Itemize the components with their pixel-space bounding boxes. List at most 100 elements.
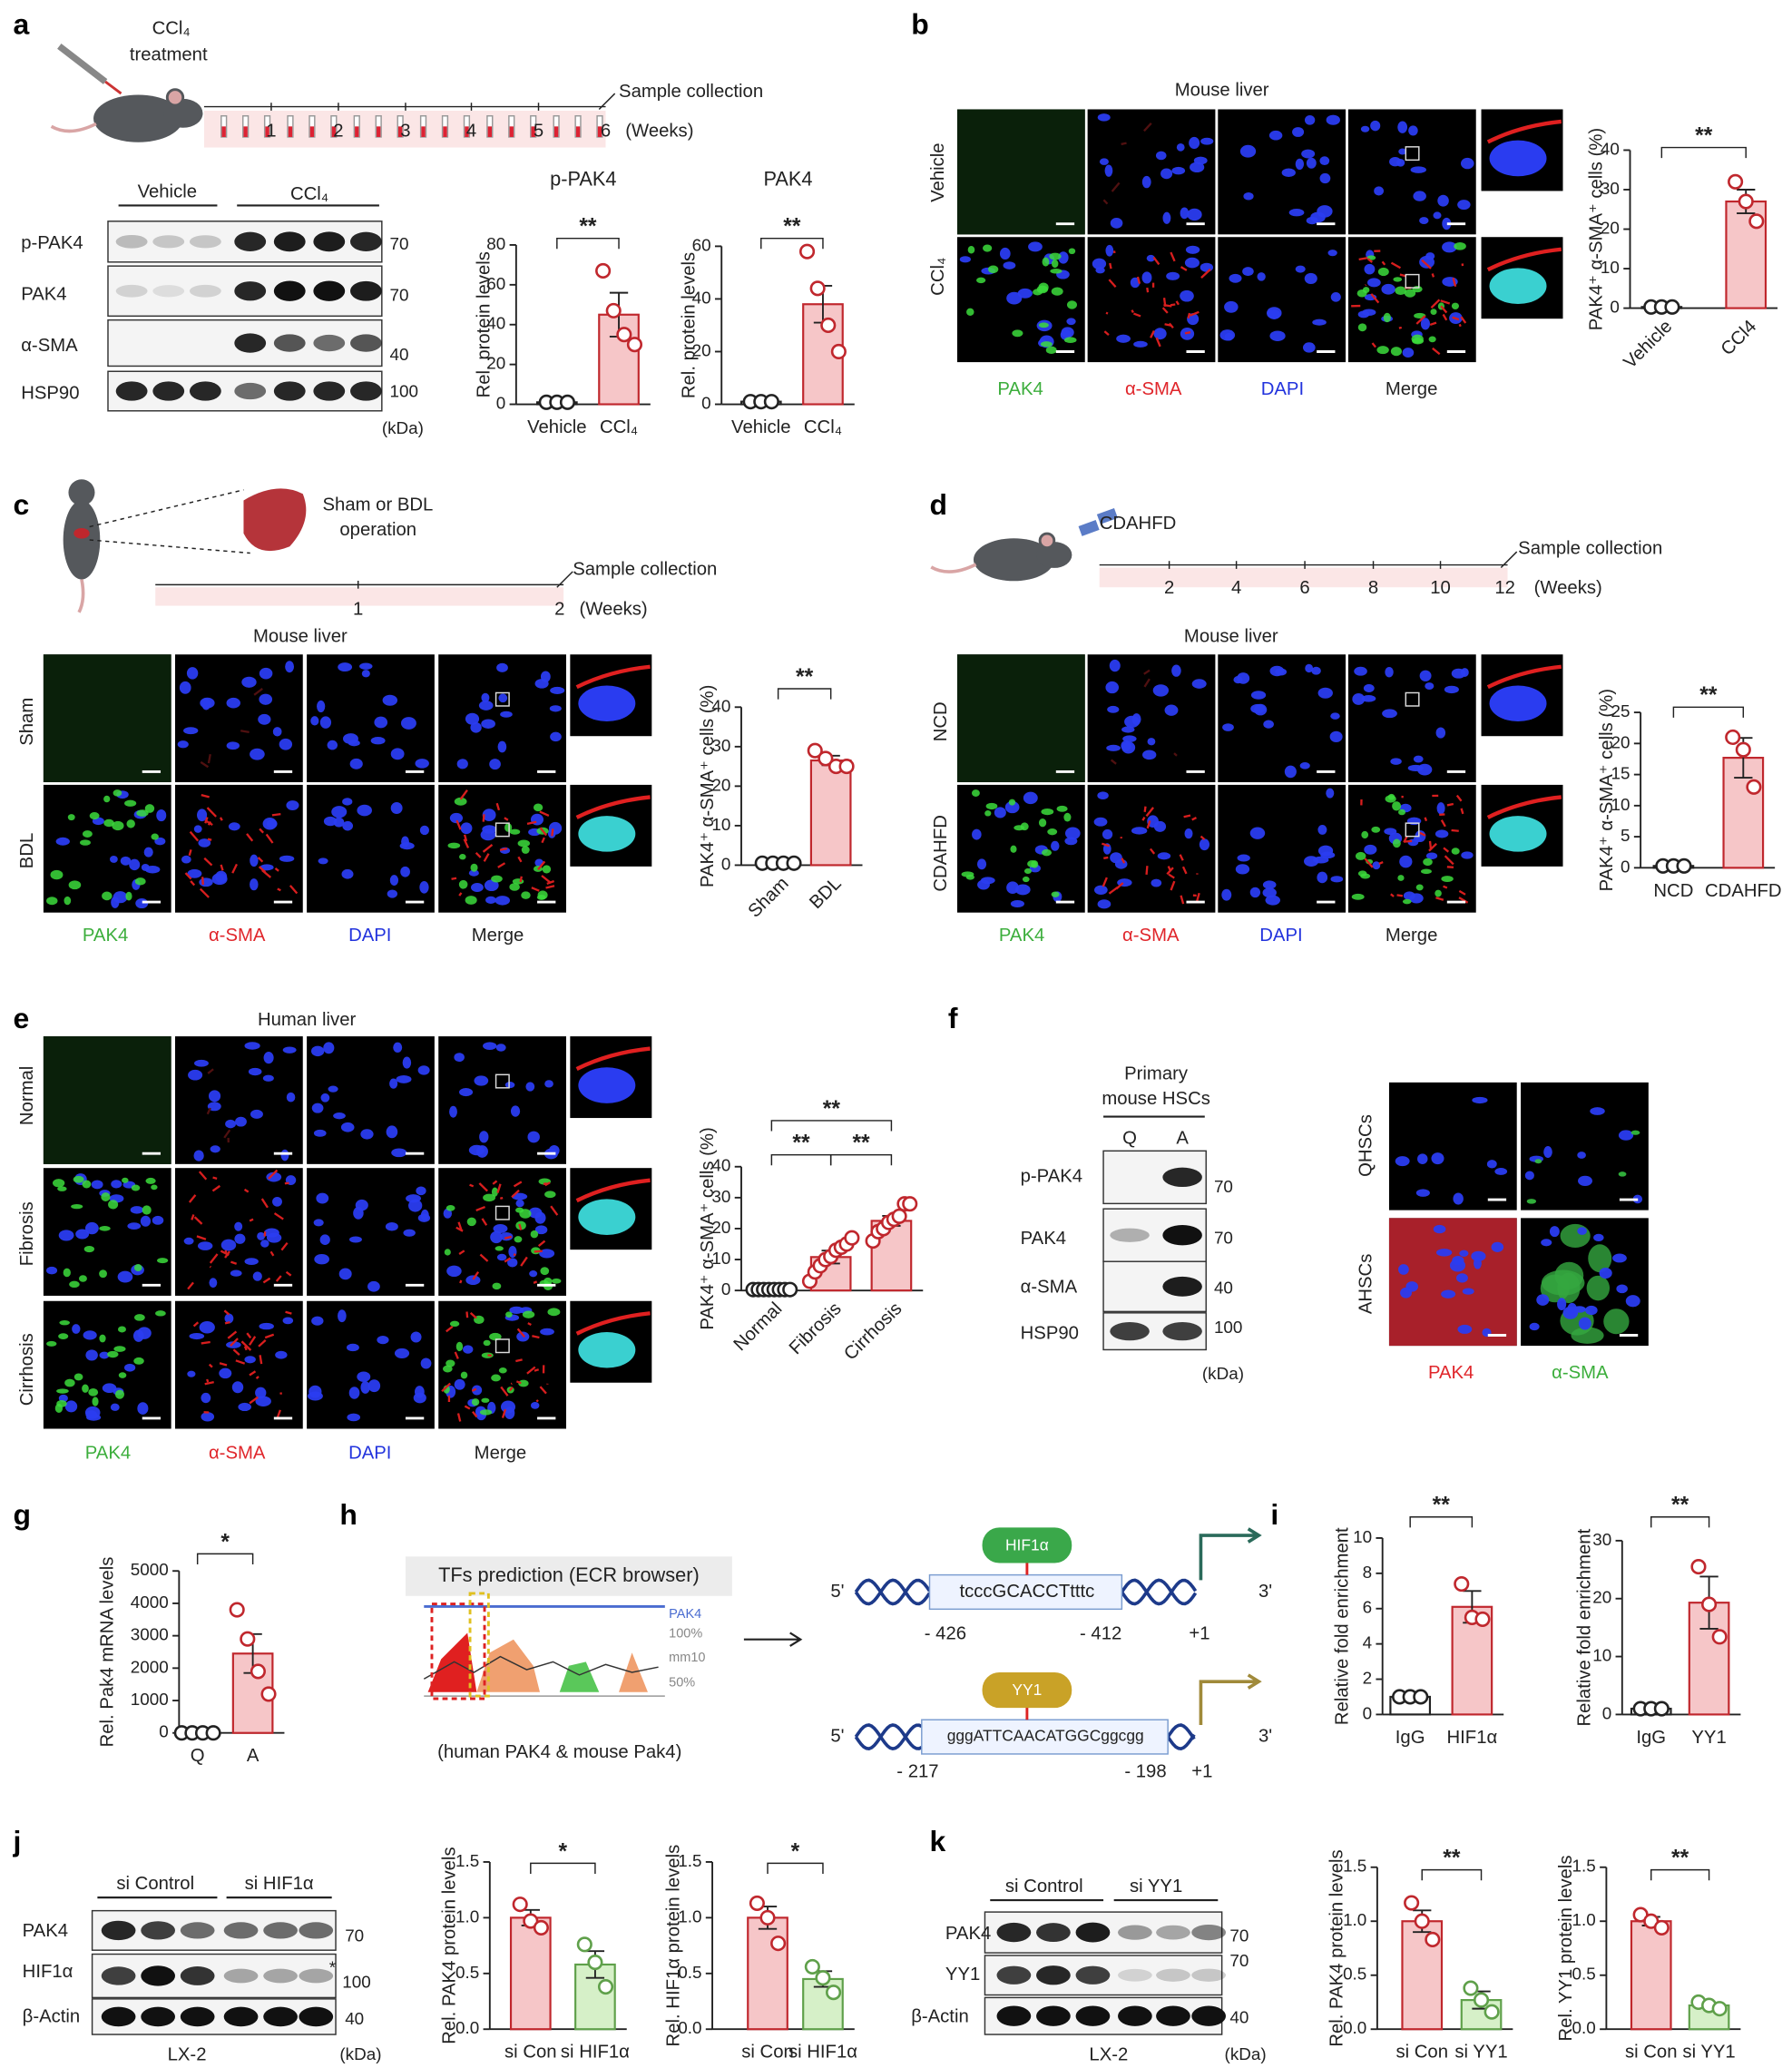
stain	[99, 1226, 110, 1231]
y-axis-label: Rel. HIF1α protein levels	[663, 1845, 683, 2047]
label: mouse HSCs	[1102, 1089, 1210, 1109]
stain	[260, 1240, 269, 1247]
stain	[1296, 159, 1304, 170]
stain	[1461, 851, 1473, 858]
stain	[541, 671, 551, 682]
stain	[1600, 1268, 1612, 1279]
label: BDL	[17, 833, 37, 868]
stain	[145, 1178, 155, 1184]
y-tick-label: 4000	[131, 1593, 169, 1612]
stain	[476, 1145, 488, 1158]
stain	[1436, 728, 1445, 739]
stain	[1461, 158, 1474, 169]
blot-band	[274, 334, 306, 351]
panel-letter: e	[14, 1002, 30, 1034]
data-point	[1464, 1982, 1478, 1995]
stain	[121, 857, 131, 866]
stain	[357, 1371, 370, 1381]
data-point	[893, 1210, 906, 1223]
panel-letter: a	[14, 7, 30, 40]
stain	[1358, 323, 1366, 331]
stain	[82, 1384, 89, 1392]
stain	[64, 897, 71, 905]
label: 70	[1229, 1926, 1249, 1945]
stain	[500, 711, 513, 718]
stain	[1052, 260, 1058, 268]
stain	[1051, 841, 1059, 851]
fiber	[285, 1183, 289, 1184]
stain	[1296, 266, 1306, 273]
data-point	[1713, 2002, 1727, 2015]
stain	[395, 1348, 409, 1358]
fiber	[1444, 887, 1447, 888]
stain	[1421, 869, 1432, 875]
data-point	[1739, 195, 1753, 209]
stain	[227, 698, 240, 709]
label: 5'	[830, 1582, 844, 1602]
fiber	[534, 1281, 537, 1283]
syringe-fill	[488, 126, 492, 137]
stain	[1192, 679, 1207, 689]
stain	[1121, 740, 1131, 751]
stain	[286, 800, 299, 810]
stain	[82, 1181, 91, 1189]
stain	[1115, 859, 1128, 869]
label: 100	[390, 381, 418, 400]
stain	[111, 1404, 120, 1411]
label: Merge	[475, 1443, 527, 1463]
stain	[1307, 158, 1317, 169]
y-axis-label: PAK4⁺ α-SMA⁺ cells (%)	[698, 685, 718, 887]
significance-label: **	[1671, 1847, 1689, 1871]
stain	[977, 858, 986, 869]
fiber	[202, 877, 203, 885]
data-point	[1702, 1598, 1716, 1612]
significance-label: **	[1433, 1494, 1451, 1518]
stain	[342, 798, 352, 805]
data-point	[765, 395, 778, 408]
stain	[317, 701, 325, 712]
fiber	[1164, 298, 1165, 307]
label: Normal	[17, 1066, 37, 1125]
micrograph	[307, 785, 435, 913]
stain	[1222, 723, 1234, 731]
label: Merge	[472, 926, 524, 946]
stain	[368, 1379, 380, 1392]
stain	[1275, 668, 1287, 675]
blot-band	[1076, 1966, 1111, 1985]
label: - 412	[1080, 1623, 1121, 1643]
stain	[578, 1067, 635, 1103]
stain	[523, 1310, 534, 1318]
mouse-body	[64, 500, 101, 579]
stain	[504, 823, 512, 832]
blot-band	[181, 2007, 215, 2027]
stain	[125, 892, 132, 901]
stain	[200, 1321, 215, 1333]
x-tick-label: si Con	[1395, 2043, 1448, 2063]
data-point	[832, 345, 846, 358]
y-tick-label: 5	[1621, 826, 1630, 845]
stain	[1018, 289, 1033, 299]
stain	[1411, 166, 1426, 172]
stain	[1289, 209, 1305, 216]
stain	[416, 1187, 426, 1196]
panel-letter: c	[14, 488, 30, 521]
stain	[1444, 686, 1459, 693]
label: operation	[339, 520, 416, 540]
y-axis-label: Rel. YY1 protein levels	[1556, 1856, 1576, 2042]
stain	[386, 1222, 398, 1230]
label: 6	[1299, 578, 1309, 598]
stain	[481, 720, 495, 729]
stain-bg	[44, 1036, 171, 1164]
syringe-fill	[576, 126, 580, 137]
stain	[984, 810, 991, 817]
stain	[1041, 809, 1053, 815]
label: HSP90	[21, 383, 79, 403]
stain	[320, 1234, 330, 1245]
stain	[56, 1388, 69, 1393]
stain	[135, 877, 146, 885]
fiber	[536, 1400, 538, 1402]
stain	[229, 822, 240, 830]
data-point	[514, 1897, 527, 1911]
label: TFs prediction (ECR browser)	[438, 1563, 700, 1586]
label: treatment	[130, 44, 208, 64]
